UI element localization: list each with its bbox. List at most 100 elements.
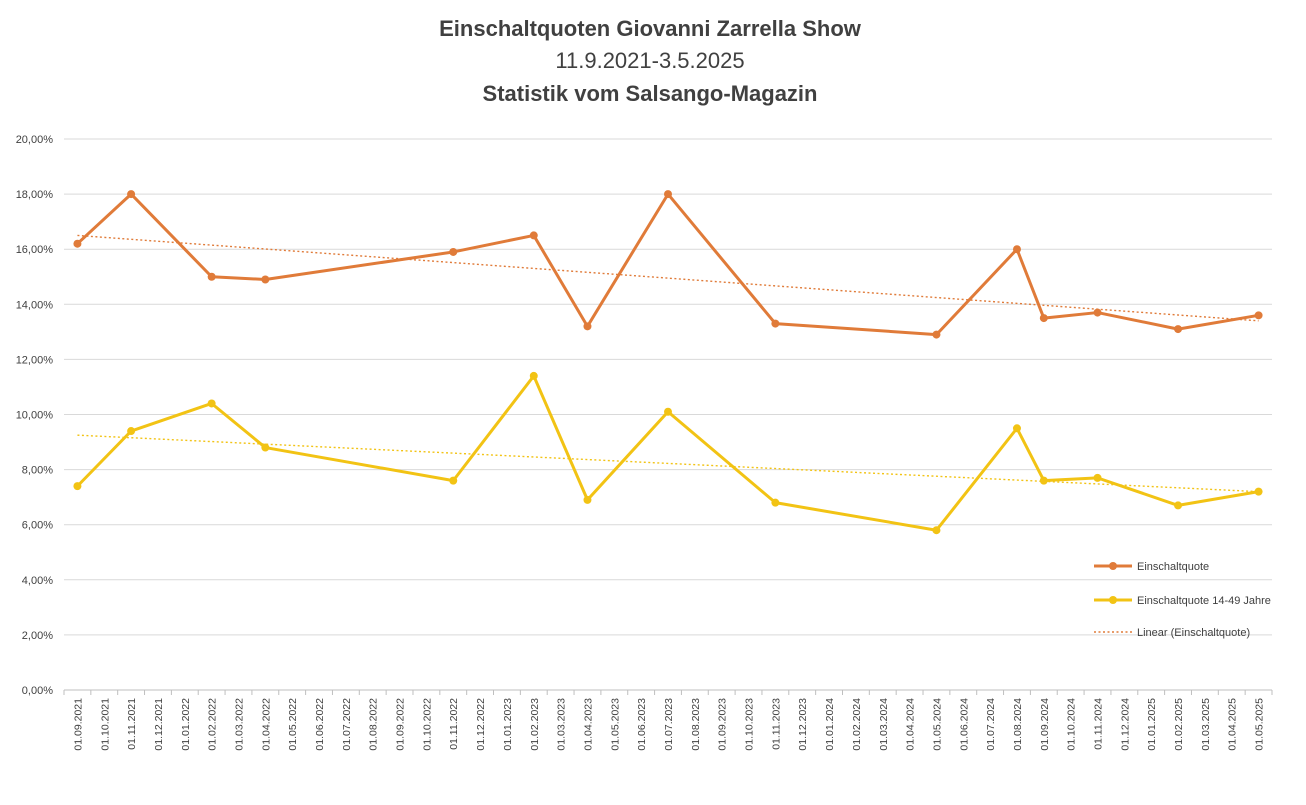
series-1 [73,190,1263,339]
chart-subtitle: 11.9.2021-3.5.2025 [555,48,744,73]
x-tick-label: 01.02.2024 [851,698,863,751]
x-tick-label: 01.03.2025 [1200,698,1212,751]
x-tick-label: 01.02.2023 [529,698,541,751]
series-line [76,192,1259,337]
x-tick-label: 01.12.2021 [153,698,165,751]
x-tick-label: 01.09.2022 [395,698,407,751]
x-tick-label: 01.04.2024 [905,698,917,751]
x-tick-label: 01.04.2022 [260,698,272,751]
y-tick-label: 6,00% [22,520,53,532]
x-tick-label: 01.10.2024 [1066,698,1078,751]
y-tick-label: 18,00% [16,189,54,201]
x-tick-label: 01.11.2024 [1093,698,1105,750]
data-point [127,427,136,436]
data-point [1093,473,1102,482]
data-point [529,231,538,240]
x-tick-label: 01.07.2024 [985,698,997,751]
data-point [1174,325,1183,334]
x-tick-label: 01.05.2024 [931,698,943,751]
data-point [127,190,136,199]
x-tick-label: 01.11.2023 [770,698,782,750]
x-tick-label: 01.09.2024 [1039,698,1051,751]
legend-marker [1109,562,1117,570]
y-tick-label: 8,00% [22,465,53,477]
x-tick-label: 01.03.2023 [556,698,568,751]
data-point [664,190,672,199]
data-point [932,330,941,339]
x-tick-label: 01.06.2024 [958,698,970,751]
legend-label: Linear (Einschaltquote) [1137,627,1250,639]
data-point [1039,476,1048,485]
legend: Einschaltquote Einschaltquote 14-49 Jahre… [1094,561,1271,639]
chart-title: Einschaltquoten Giovanni Zarrella Show [439,16,862,41]
data-point [207,399,216,408]
data-point [771,319,780,328]
data-point [529,371,538,380]
data-point [1012,424,1021,433]
data-point [664,407,672,416]
data-point [1093,308,1102,317]
y-tick-label: 20,00% [16,134,54,146]
legend-entry: Einschaltquote [1094,561,1209,573]
y-tick-label: 4,00% [22,575,53,587]
x-tick-label: 01.12.2023 [797,698,809,751]
x-tick-label: 01.06.2023 [636,698,648,751]
x-axis-ticks: 01.09.2021 01.10.2021 01.11.2021 01.12.2021… [63,690,1273,751]
data-point [1254,487,1263,496]
series-line [76,374,1259,532]
x-tick-label: 01.10.2022 [421,698,433,751]
x-tick-label: 01.11.2022 [448,698,460,750]
x-tick-label: 01.08.2023 [690,698,702,751]
x-tick-label: 01.01.2025 [1146,698,1158,751]
y-tick-label: 12,00% [16,354,54,366]
x-tick-label: 01.04.2025 [1227,698,1239,751]
x-tick-label: 01.03.2024 [878,698,890,751]
x-tick-label: 01.01.2023 [502,698,514,751]
legend-entry: Linear (Einschaltquote) [1094,627,1250,639]
x-tick-label: 01.05.2022 [287,698,299,751]
x-tick-label: 01.02.2022 [207,698,219,751]
x-tick-label: 01.03.2022 [233,698,245,751]
legend-entry: Einschaltquote 14-49 Jahre [1094,595,1271,607]
y-axis-ticks: 0,00% 2,00% 4,00% 6,00% 8,00% 10,00% 12,00% 14,… [16,134,54,697]
trendlines [77,234,1259,493]
data-point [261,275,270,284]
data-point [449,247,458,256]
data-point [73,482,82,491]
data-point [1012,245,1021,254]
x-tick-label: 01.04.2023 [582,698,594,751]
x-tick-label: 01.08.2022 [368,698,380,751]
series-2 [73,371,1263,535]
chart-subtitle-source: Statistik vom Salsango-Magazin [483,81,818,106]
x-tick-label: 01.05.2023 [609,698,621,751]
x-tick-label: 01.01.2024 [824,698,836,751]
data-point [449,476,458,485]
data-point [261,443,270,452]
x-tick-label: 01.10.2023 [744,698,756,751]
x-tick-label: 01.12.2024 [1119,698,1131,751]
data-point [1174,501,1183,510]
data-point [207,272,216,281]
x-tick-label: 01.08.2024 [1012,698,1024,751]
trendline [77,234,1259,322]
x-tick-label: 01.12.2022 [475,698,487,751]
data-point [583,322,592,331]
x-tick-label: 01.11.2021 [126,698,138,750]
legend-label: Einschaltquote [1137,561,1209,573]
y-tick-label: 16,00% [16,244,54,256]
trendline [77,434,1259,493]
x-tick-label: 01.01.2022 [180,698,192,751]
series [73,190,1263,535]
y-tick-label: 0,00% [22,685,53,697]
legend-label: Einschaltquote 14-49 Jahre [1137,595,1271,607]
x-tick-label: 01.07.2023 [663,698,675,751]
data-point [932,526,941,535]
y-tick-label: 2,00% [22,630,53,642]
y-tick-label: 10,00% [16,410,54,422]
x-tick-label: 01.09.2023 [717,698,729,751]
y-tick-label: 14,00% [16,299,54,311]
x-tick-label: 01.09.2021 [72,698,84,751]
data-point [73,239,82,248]
